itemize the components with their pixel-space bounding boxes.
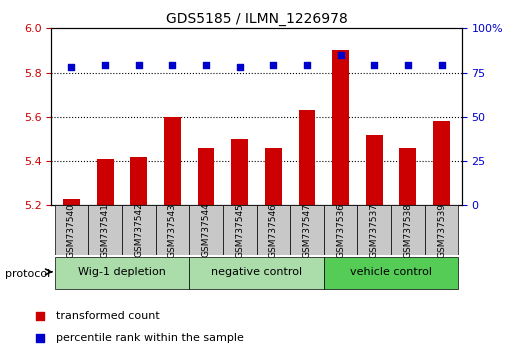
Text: GSM737546: GSM737546 — [269, 202, 278, 258]
Text: transformed count: transformed count — [55, 311, 160, 321]
Text: Wig-1 depletion: Wig-1 depletion — [78, 267, 166, 277]
Point — [378, 7, 386, 13]
Point — [337, 52, 345, 58]
Bar — [63, 199, 80, 205]
FancyBboxPatch shape — [358, 205, 391, 255]
FancyBboxPatch shape — [223, 205, 256, 255]
Bar — [332, 50, 349, 205]
Point — [168, 63, 176, 68]
Text: GSM737542: GSM737542 — [134, 203, 143, 257]
FancyBboxPatch shape — [290, 205, 324, 255]
FancyBboxPatch shape — [391, 205, 425, 255]
Bar — [164, 117, 181, 205]
Point — [67, 64, 75, 70]
FancyBboxPatch shape — [324, 205, 358, 255]
Bar — [299, 110, 315, 205]
Bar — [366, 135, 383, 205]
Point — [134, 63, 143, 68]
Text: GSM737536: GSM737536 — [336, 202, 345, 258]
Text: GSM737538: GSM737538 — [403, 202, 412, 258]
Text: GSM737544: GSM737544 — [202, 203, 210, 257]
FancyBboxPatch shape — [256, 205, 290, 255]
Bar — [265, 148, 282, 205]
Text: protocol: protocol — [5, 269, 50, 279]
Text: GSM737540: GSM737540 — [67, 202, 76, 258]
Point — [202, 63, 210, 68]
Bar — [198, 148, 214, 205]
FancyBboxPatch shape — [155, 205, 189, 255]
FancyBboxPatch shape — [88, 205, 122, 255]
FancyBboxPatch shape — [324, 257, 458, 289]
Text: negative control: negative control — [211, 267, 302, 277]
Text: GSM737537: GSM737537 — [370, 202, 379, 258]
Point — [404, 63, 412, 68]
FancyBboxPatch shape — [189, 205, 223, 255]
Bar — [130, 156, 147, 205]
Text: vehicle control: vehicle control — [350, 267, 432, 277]
Point — [370, 63, 379, 68]
FancyBboxPatch shape — [425, 205, 458, 255]
Text: GSM737545: GSM737545 — [235, 202, 244, 258]
Text: GSM737547: GSM737547 — [303, 202, 311, 258]
Bar — [231, 139, 248, 205]
FancyBboxPatch shape — [189, 257, 324, 289]
Point — [235, 64, 244, 70]
Bar — [400, 148, 416, 205]
FancyBboxPatch shape — [55, 257, 189, 289]
Text: GSM737541: GSM737541 — [101, 202, 110, 258]
Bar — [97, 159, 113, 205]
Point — [303, 63, 311, 68]
Text: GSM737539: GSM737539 — [437, 202, 446, 258]
Point — [101, 63, 109, 68]
Point — [438, 63, 446, 68]
Text: percentile rank within the sample: percentile rank within the sample — [55, 333, 244, 343]
Text: GSM737543: GSM737543 — [168, 202, 177, 258]
Title: GDS5185 / ILMN_1226978: GDS5185 / ILMN_1226978 — [166, 12, 347, 26]
Point — [378, 210, 386, 216]
Point — [269, 63, 278, 68]
Bar — [433, 121, 450, 205]
FancyBboxPatch shape — [55, 205, 88, 255]
FancyBboxPatch shape — [122, 205, 155, 255]
